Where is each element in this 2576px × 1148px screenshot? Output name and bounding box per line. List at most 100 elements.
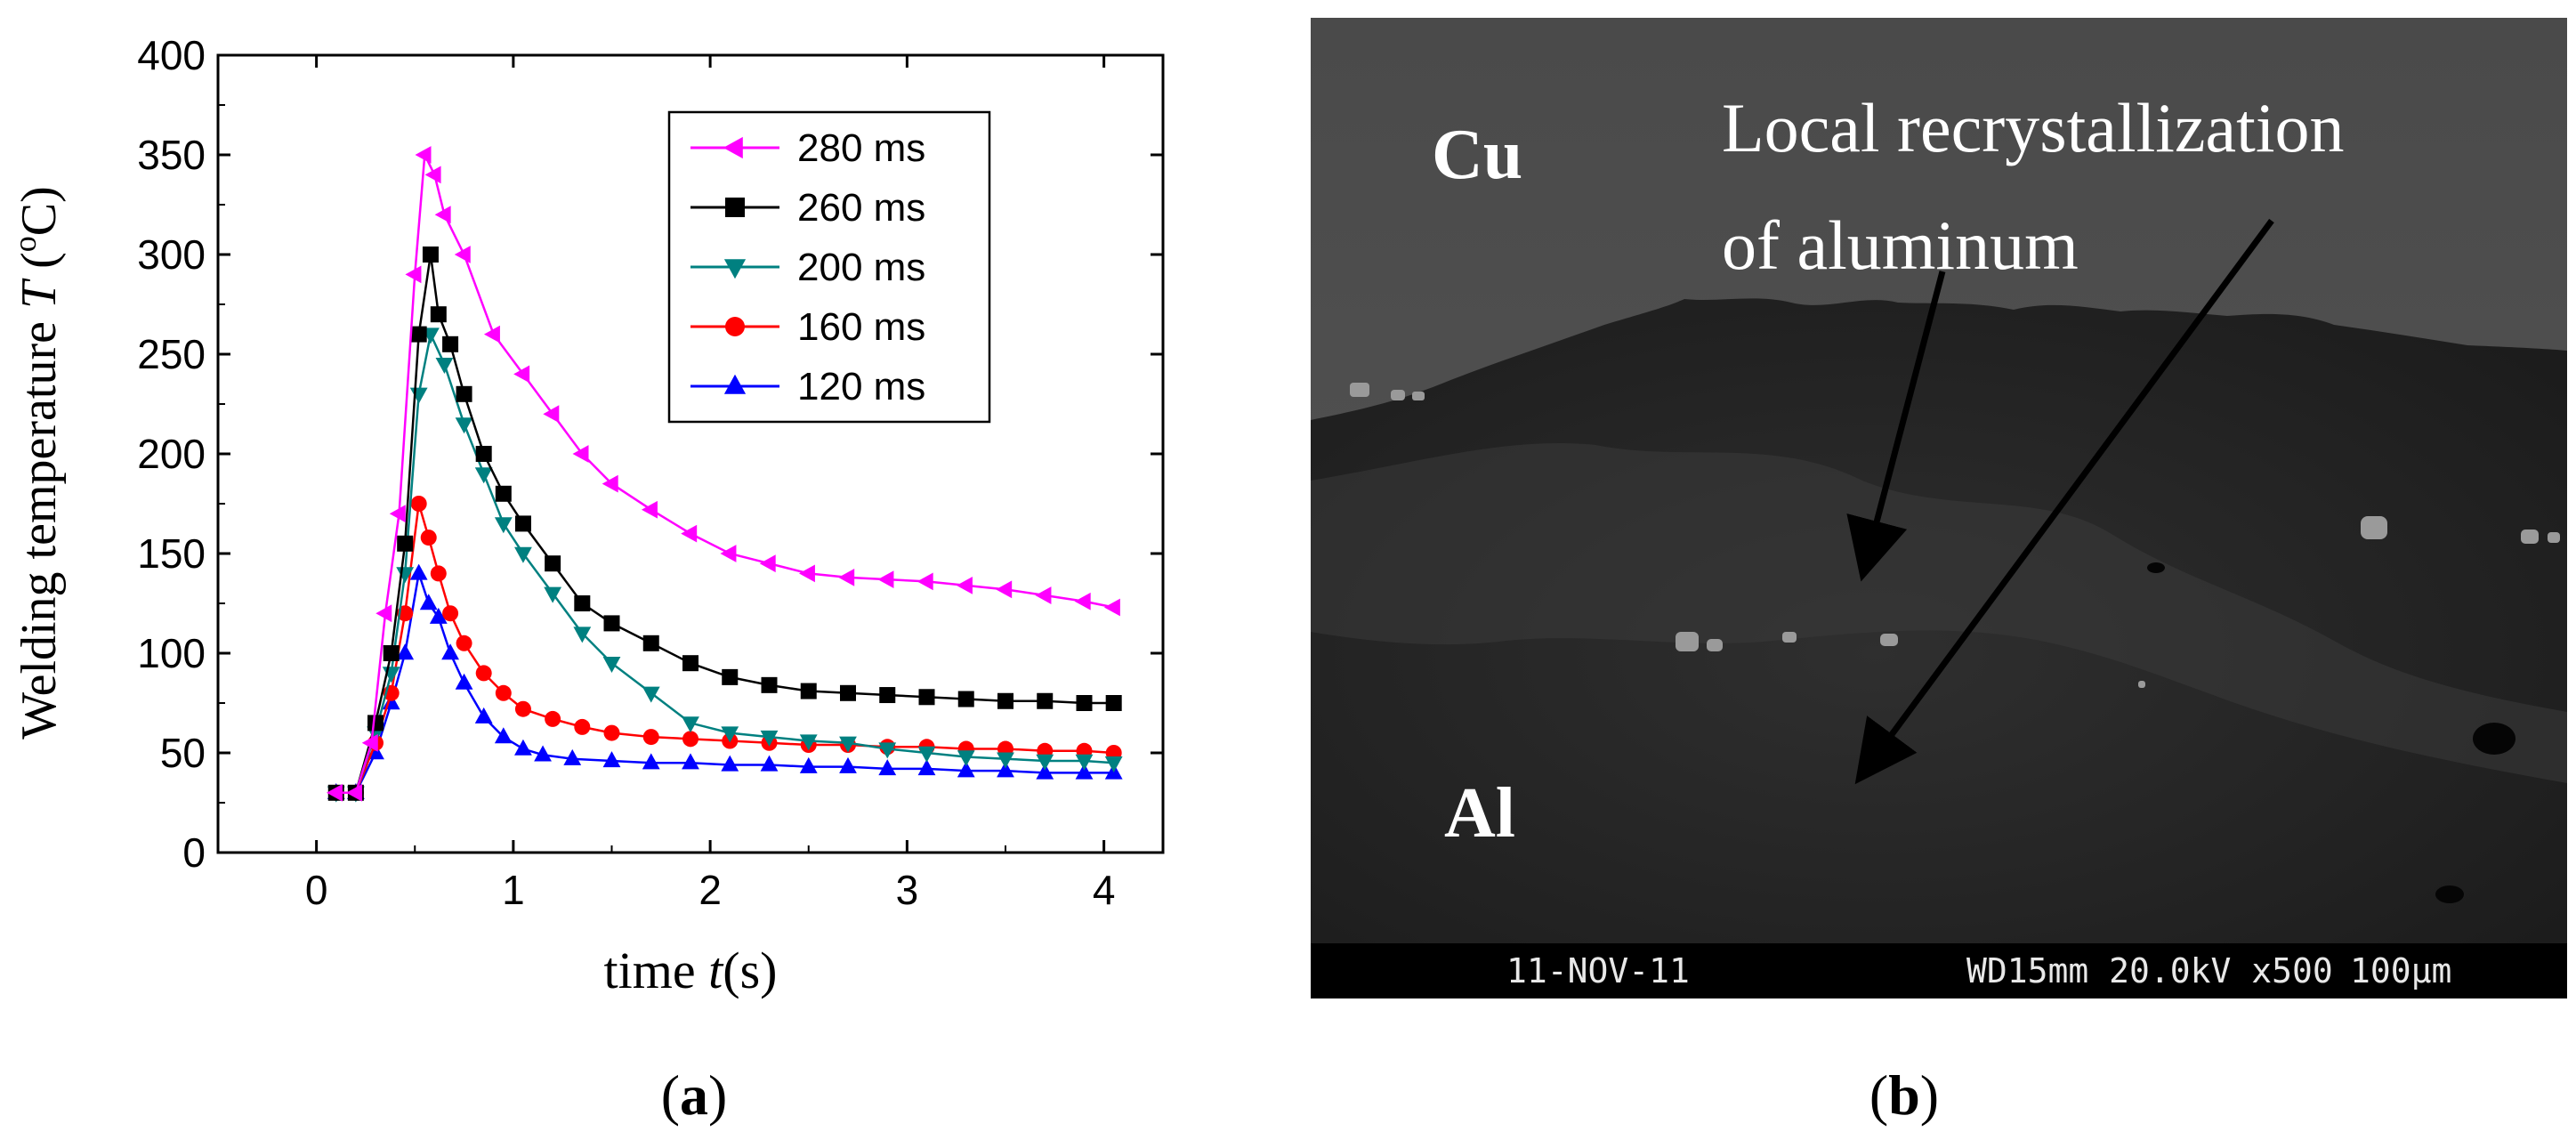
data-point: [759, 554, 776, 573]
data-point: [424, 166, 441, 184]
data-point: [1103, 598, 1120, 617]
legend: 280 ms 260 ms 200 ms 160 ms 120 ms: [667, 110, 991, 424]
data-point: [514, 515, 531, 532]
legend-marker: [725, 198, 745, 217]
data-point: [800, 683, 817, 699]
data-point: [383, 645, 400, 661]
caption-a: (a): [661, 1063, 728, 1127]
data-point: [1075, 754, 1094, 771]
label-cu: Cu: [1432, 116, 1522, 194]
data-point: [534, 745, 552, 762]
label-al: Al: [1444, 774, 1515, 853]
data-point: [409, 387, 428, 404]
legend-marker: [723, 374, 747, 394]
y-tick-label: 100: [137, 630, 206, 676]
data-point: [1104, 756, 1123, 772]
legend-marker: [723, 259, 747, 279]
data-point: [514, 546, 532, 563]
series-200-ms: [327, 327, 1123, 803]
svg-text:(b): (b): [1869, 1063, 1939, 1127]
data-point: [375, 604, 392, 623]
y-axis-ticks: 0 50 100 150 200 250 300 350 400: [137, 32, 1163, 876]
data-point: [397, 535, 414, 552]
data-point: [456, 385, 472, 402]
data-point: [574, 718, 591, 735]
data-point: [396, 643, 415, 660]
data-point: [917, 572, 933, 591]
data-point: [799, 756, 818, 773]
data-point: [367, 715, 384, 732]
data-point: [799, 734, 818, 751]
data-point: [761, 676, 778, 693]
data-point: [1105, 695, 1122, 711]
y-tick-label: 400: [137, 32, 206, 78]
data-point: [722, 668, 739, 685]
data-point: [798, 564, 815, 583]
data-point: [839, 756, 857, 773]
data-point: [513, 365, 530, 384]
data-point: [1076, 695, 1093, 711]
data-point: [642, 753, 660, 770]
data-point: [760, 730, 779, 747]
data-point: [877, 570, 894, 589]
y-tick-label: 300: [137, 231, 206, 278]
particles: [1350, 383, 2560, 688]
data-point: [494, 517, 513, 534]
x-tick-label: 2: [699, 867, 722, 913]
data-point: [514, 739, 532, 756]
data-point: [435, 358, 454, 374]
info-bar: [1311, 943, 2567, 998]
data-point: [641, 500, 658, 519]
y-tick-label: 50: [160, 730, 206, 776]
data-point: [574, 595, 591, 611]
data-point: [410, 496, 427, 512]
data-point: [681, 524, 698, 543]
data-point: [997, 692, 1013, 709]
data-point: [420, 530, 437, 546]
data-point: [326, 783, 343, 802]
data-point: [1035, 586, 1052, 604]
data-point: [642, 686, 660, 703]
data-point: [543, 405, 560, 424]
legend-marker: [723, 136, 743, 159]
data-point: [839, 736, 857, 753]
data-point: [410, 326, 427, 343]
info-date: 11-NOV-11: [1506, 951, 1690, 990]
y-tick-label: 0: [182, 829, 206, 876]
legend-label: 260 ms: [797, 186, 925, 230]
data-point: [642, 635, 659, 651]
plot-frame: [216, 53, 1165, 854]
y-axis-title: Welding temperature T (oC): [7, 186, 67, 740]
data-point: [956, 576, 973, 594]
data-point: [1074, 592, 1091, 610]
info-params: WD15mm 20.0kV x500: [1966, 951, 2333, 990]
legend-label: 200 ms: [797, 246, 925, 289]
data-point: [474, 707, 493, 724]
data-point: [996, 580, 1013, 599]
data-point: [422, 247, 439, 263]
series-line: [335, 150, 1114, 795]
data-point: [1037, 692, 1054, 709]
legend-label: 280 ms: [797, 126, 925, 170]
data-point: [495, 485, 512, 502]
annotation-arrow-upper: [1846, 271, 1946, 582]
data-point: [494, 727, 513, 744]
data-point: [957, 761, 975, 778]
data-point: [430, 306, 447, 323]
data-point: [721, 755, 739, 772]
legend-label: 160 ms: [797, 305, 925, 349]
annotation-line-1: Local recrystallization: [1722, 89, 2345, 166]
data-point: [917, 759, 936, 776]
data-point: [682, 716, 699, 733]
data-point: [997, 761, 1014, 778]
recrystallized-zone: [1311, 443, 2567, 783]
data-point: [642, 729, 659, 746]
data-point: [682, 753, 699, 770]
data-point: [563, 748, 582, 765]
y-tick-label: 250: [137, 331, 206, 377]
info-scale: 100µm: [2350, 951, 2451, 990]
data-point: [441, 643, 459, 660]
data-point: [720, 545, 737, 562]
y-tick-label: 200: [137, 431, 206, 477]
caption-b: (b): [1869, 1063, 1939, 1127]
